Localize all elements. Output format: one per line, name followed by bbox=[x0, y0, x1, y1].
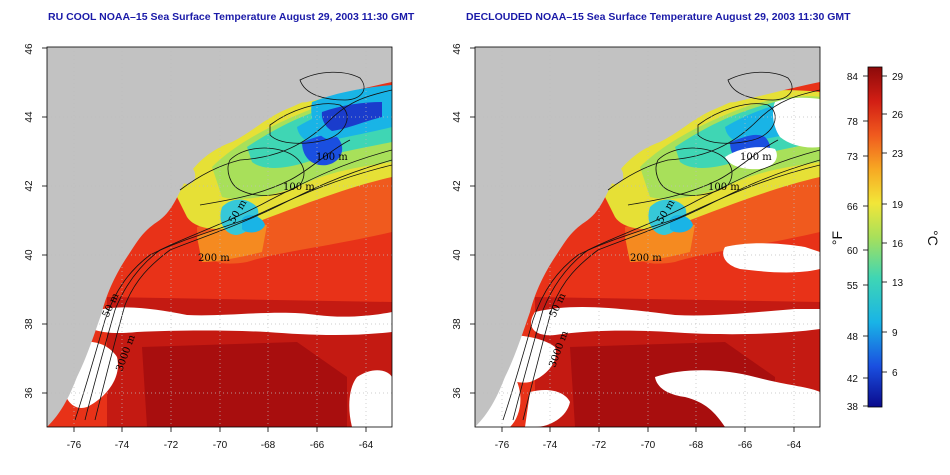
colorbar-celsius-unit: °C bbox=[925, 230, 941, 246]
colorbar: 84 78 73 66 60 55 48 42 38 29 26 23 19 1… bbox=[829, 66, 941, 413]
right-y-tick-2: 40 bbox=[452, 249, 463, 261]
right-y-tick-4: 44 bbox=[452, 111, 463, 123]
left-y-tick-2: 40 bbox=[24, 249, 35, 261]
colorbar-c-tick-5: 13 bbox=[892, 278, 904, 289]
left-x-axis bbox=[73, 427, 367, 432]
colorbar-f-tick-4: 60 bbox=[847, 246, 859, 257]
colorbar-c-tick-1: 26 bbox=[892, 110, 904, 121]
right-x-tick-3: -70 bbox=[641, 440, 656, 451]
colorbar-f-tick-7: 42 bbox=[847, 374, 859, 385]
left-y-tick-1: 38 bbox=[24, 318, 35, 330]
contour-label-100m-b: 100 m bbox=[708, 182, 740, 193]
contour-label-200m: 200 m bbox=[630, 253, 662, 264]
left-y-axis bbox=[42, 47, 47, 394]
colorbar-c-tick-3: 19 bbox=[892, 200, 904, 211]
left-y-tick-0: 36 bbox=[24, 387, 35, 399]
colorbar-c-tick-2: 23 bbox=[892, 149, 904, 160]
colorbar-c-tick-6: 9 bbox=[892, 328, 898, 339]
colorbar-f-tick-8: 38 bbox=[847, 402, 859, 413]
right-panel-title: DECLOUDED NOAA–15 Sea Surface Temperatur… bbox=[466, 11, 851, 23]
right-y-tick-5: 46 bbox=[452, 43, 463, 55]
right-x-tick-6: -64 bbox=[787, 440, 802, 451]
left-x-tick-2: -72 bbox=[164, 440, 179, 451]
left-map: 100 m 100 m 50 m 200 m 50 m 3000 m bbox=[46, 46, 393, 428]
contour-label-100m-a: 100 m bbox=[316, 152, 348, 163]
right-x-tick-1: -74 bbox=[543, 440, 558, 451]
right-y-axis bbox=[470, 47, 475, 394]
left-x-tick-4: -68 bbox=[261, 440, 276, 451]
colorbar-fahrenheit-unit: °F bbox=[829, 231, 845, 245]
contour-label-100m-b: 100 m bbox=[283, 182, 315, 193]
right-map: 100 m 100 m 50 m 200 m 50 m 3000 m bbox=[474, 46, 821, 428]
colorbar-c-tick-7: 6 bbox=[892, 368, 898, 379]
contour-label-100m-a: 100 m bbox=[740, 152, 772, 163]
left-x-tick-0: -76 bbox=[67, 440, 82, 451]
colorbar-f-tick-0: 84 bbox=[847, 72, 859, 83]
colorbar-f-tick-2: 73 bbox=[847, 152, 859, 163]
right-x-tick-5: -66 bbox=[738, 440, 753, 451]
colorbar-c-tick-4: 16 bbox=[892, 239, 904, 250]
right-x-tick-0: -76 bbox=[495, 440, 510, 451]
contour-label-200m: 200 m bbox=[198, 253, 230, 264]
right-y-tick-1: 38 bbox=[452, 318, 463, 330]
left-x-tick-6: -64 bbox=[359, 440, 374, 451]
right-x-tick-4: -68 bbox=[689, 440, 704, 451]
left-x-tick-5: -66 bbox=[310, 440, 325, 451]
colorbar-f-tick-5: 55 bbox=[847, 281, 859, 292]
left-panel-title: RU COOL NOAA–15 Sea Surface Temperature … bbox=[48, 11, 415, 23]
left-x-tick-3: -70 bbox=[213, 440, 228, 451]
colorbar-c-tick-0: 29 bbox=[892, 72, 904, 83]
left-y-tick-4: 44 bbox=[24, 111, 35, 123]
left-y-tick-5: 46 bbox=[24, 43, 35, 55]
left-x-tick-1: -74 bbox=[115, 440, 130, 451]
colorbar-f-tick-6: 48 bbox=[847, 332, 859, 343]
left-y-tick-3: 42 bbox=[24, 180, 35, 192]
right-x-tick-2: -72 bbox=[592, 440, 607, 451]
right-y-tick-3: 42 bbox=[452, 180, 463, 192]
colorbar-f-tick-3: 66 bbox=[847, 202, 859, 213]
right-y-tick-0: 36 bbox=[452, 387, 463, 399]
colorbar-f-tick-1: 78 bbox=[847, 117, 859, 128]
right-x-axis bbox=[501, 427, 795, 432]
